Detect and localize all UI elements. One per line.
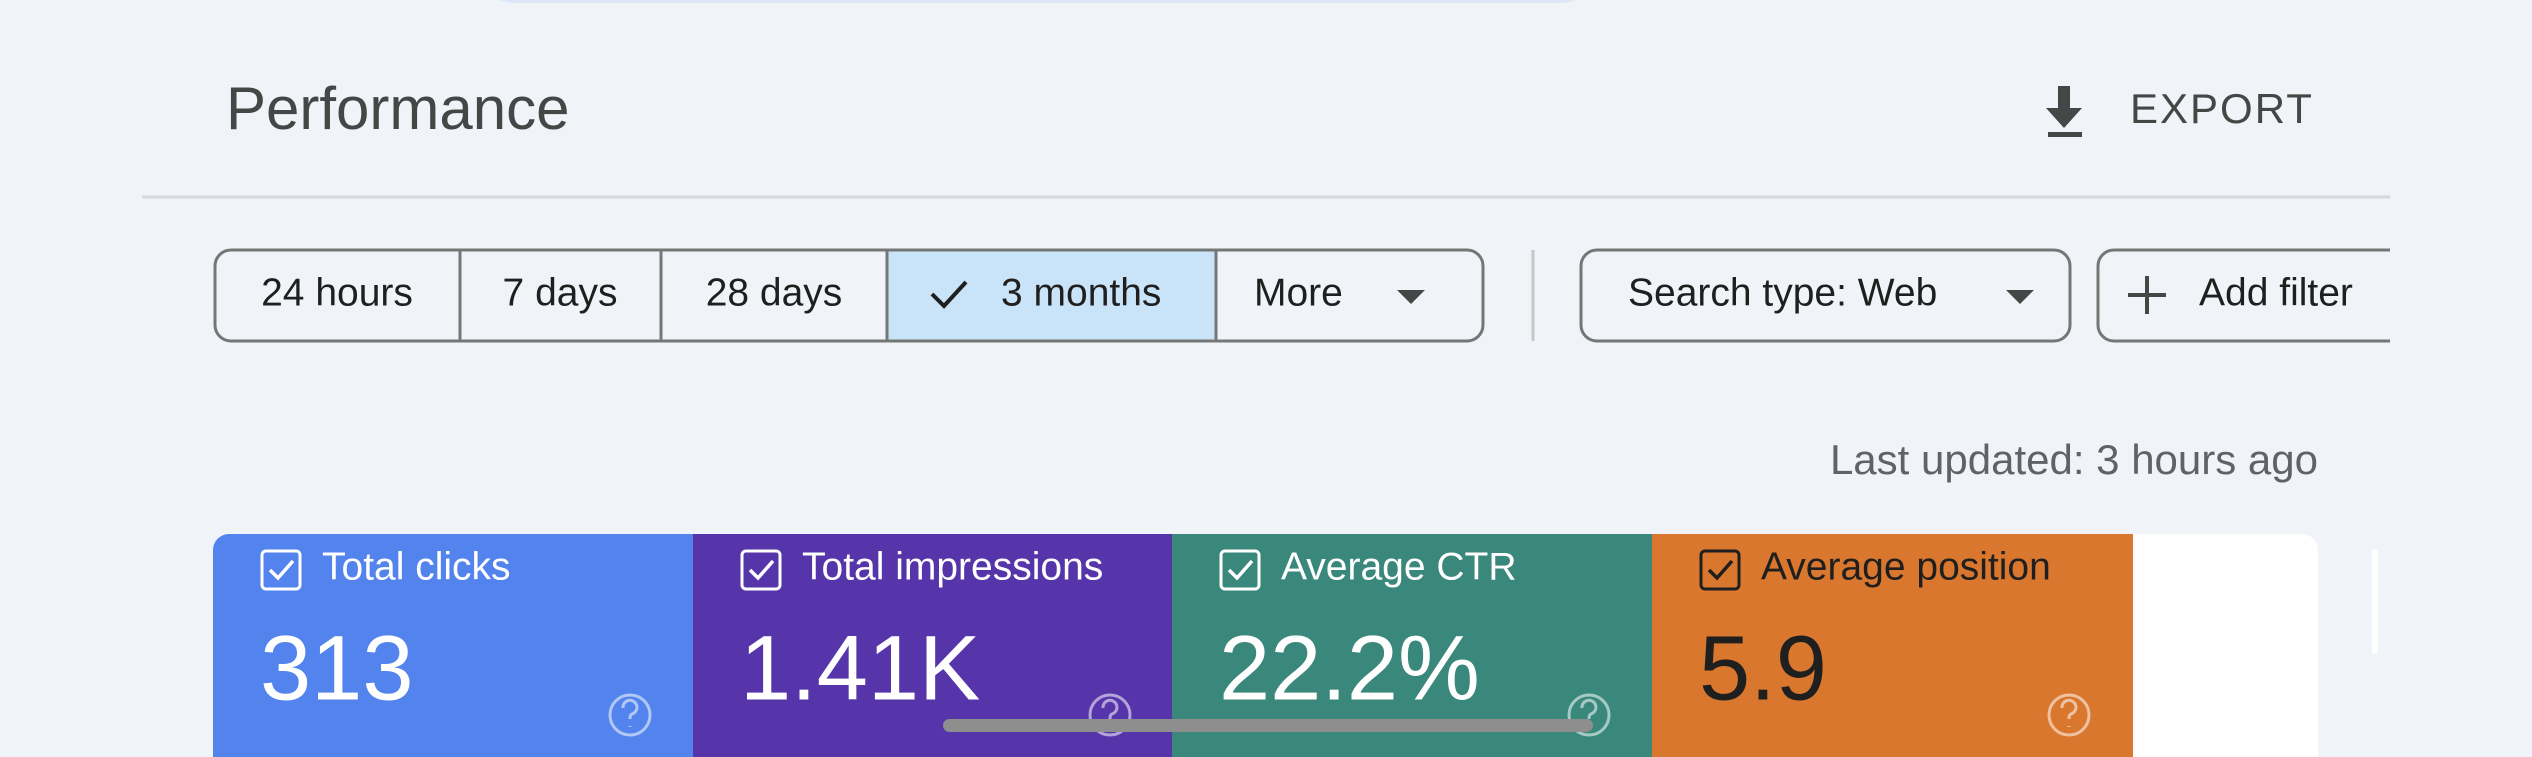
chip-label[interactable]: More <box>1254 271 1343 314</box>
help-icon[interactable] <box>1088 693 1132 737</box>
checkbox-tick <box>1707 559 1734 581</box>
export-button[interactable]: EXPORT <box>2046 85 2314 137</box>
search-bar-edge <box>499 0 1576 3</box>
help-icon[interactable] <box>608 693 652 737</box>
chip-border <box>1579 248 2072 343</box>
check-icon <box>930 280 968 309</box>
metric-label: Average position <box>1761 545 2051 588</box>
selected-chip-bg <box>887 250 1216 341</box>
metric-value: 22.2% <box>1219 617 1480 719</box>
card-position[interactable] <box>1652 534 2134 757</box>
checkbox[interactable] <box>1219 549 1261 591</box>
metric-cards <box>213 534 2318 757</box>
dropdown-icon <box>2006 290 2034 304</box>
checkbox[interactable] <box>1699 549 1741 591</box>
metric-value: 1.41K <box>740 617 980 719</box>
checkbox-tick <box>268 559 295 581</box>
export-label: EXPORT <box>2130 85 2314 132</box>
checkbox[interactable] <box>740 549 782 591</box>
metric-contents: Total clicks 313 Total impressions 1.41K Ave… <box>260 545 2091 737</box>
clip-mask <box>2390 240 2532 350</box>
help-icon[interactable] <box>2047 693 2091 737</box>
dropdown-icon <box>1397 290 1425 304</box>
metric-label: Average CTR <box>1281 545 1517 588</box>
checkbox[interactable] <box>260 549 302 591</box>
add-filter-chip[interactable]: Add filter <box>2096 248 2420 343</box>
plus-icon <box>2128 276 2166 314</box>
card-blank <box>2133 534 2318 757</box>
metric-value: 5.9 <box>1699 617 1827 719</box>
card-clicks[interactable] <box>213 534 693 757</box>
date-chips: 24 hours 7 days 28 days 3 months More <box>213 248 1485 343</box>
chip-label[interactable]: 24 hours <box>261 271 413 314</box>
download-icon <box>2046 86 2082 137</box>
metric-value: 313 <box>260 617 414 719</box>
search-type-chip[interactable]: Search type: Web <box>1579 248 2072 343</box>
checkbox-tick <box>1227 559 1254 581</box>
help-icon[interactable] <box>1567 693 1611 737</box>
metric-label: Total impressions <box>802 545 1103 588</box>
checkbox-tick <box>748 559 775 581</box>
chip-label: Search type: Web <box>1628 271 1937 314</box>
chip-label[interactable]: 3 months <box>1001 271 1161 314</box>
help-glyph <box>621 698 639 727</box>
page-title: Performance <box>226 75 569 142</box>
last-updated: Last updated: 3 hours ago <box>1830 436 2318 483</box>
scroll-edge <box>2372 549 2378 654</box>
help-glyph <box>2060 698 2078 727</box>
chip-label: Add filter <box>2199 271 2353 314</box>
chip-group-border <box>213 248 1485 343</box>
chip-label[interactable]: 7 days <box>503 271 618 314</box>
scrollbar <box>943 719 1593 732</box>
chip-label[interactable]: 28 days <box>706 271 843 314</box>
metric-label: Total clicks <box>322 545 511 588</box>
